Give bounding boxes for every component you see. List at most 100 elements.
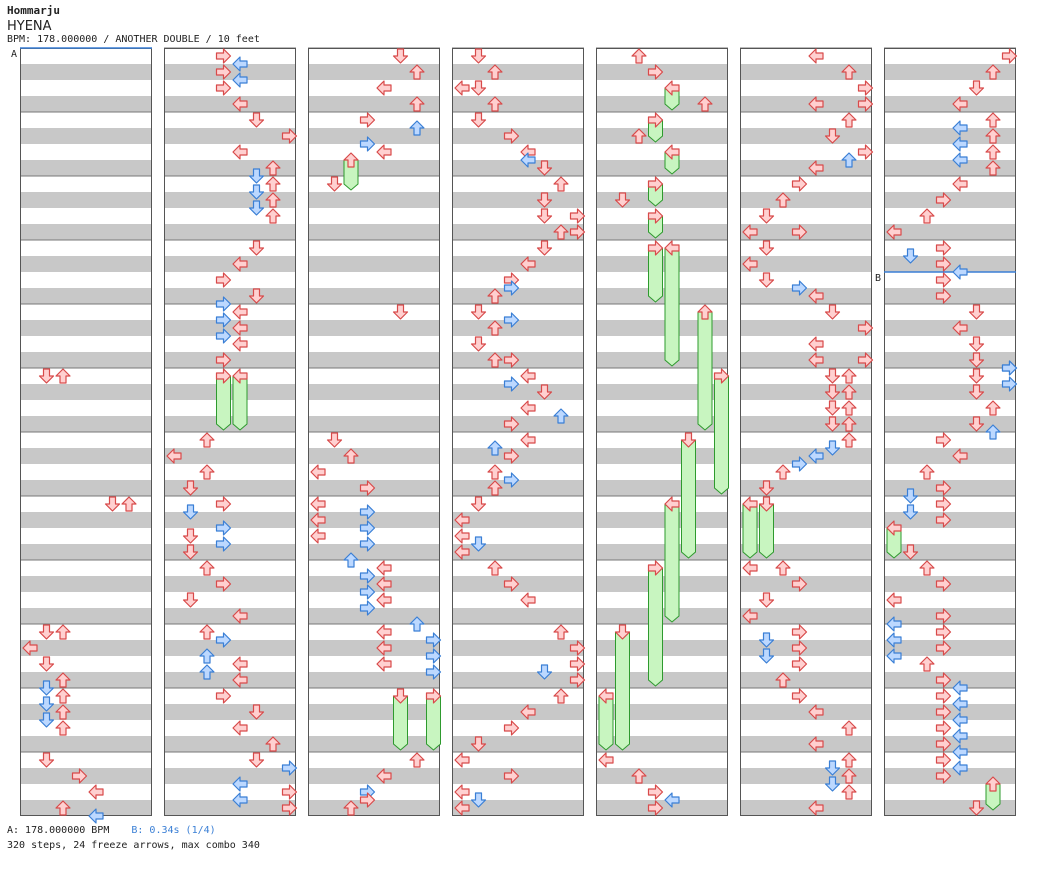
blue-step-arrow [520, 152, 536, 168]
blue-step-arrow [791, 280, 808, 296]
step-arrow [248, 240, 265, 256]
blue-step-arrow [215, 328, 232, 344]
step-arrow [326, 432, 343, 448]
step-arrow [425, 688, 442, 704]
blue-step-arrow [952, 760, 968, 776]
step-arrow [935, 624, 952, 640]
step-arrow [841, 720, 857, 736]
step-arrow [553, 176, 569, 192]
song-title: HYENA [7, 19, 52, 34]
step-arrow [742, 224, 758, 240]
step-arrow [1001, 48, 1018, 64]
step-arrow [968, 304, 985, 320]
step-arrow [841, 112, 857, 128]
blue-step-arrow [503, 376, 520, 392]
blue-step-arrow [359, 136, 376, 152]
step-arrow [55, 800, 71, 816]
step-arrow [935, 432, 952, 448]
step-arrow [791, 688, 808, 704]
step-arrow [182, 480, 199, 496]
bpm-value: A: 178.000000 BPM [7, 825, 110, 836]
step-arrow [199, 432, 215, 448]
blue-step-arrow [409, 120, 425, 136]
step-arrow [598, 752, 614, 768]
blue-step-arrow [758, 632, 775, 648]
step-arrow [454, 512, 470, 528]
step-arrow [248, 112, 265, 128]
blue-step-arrow [952, 680, 968, 696]
step-arrow [553, 224, 569, 240]
step-arrow [808, 800, 824, 816]
step-arrow [647, 560, 664, 576]
step-arrow [569, 224, 586, 240]
blue-step-arrow [952, 712, 968, 728]
step-arrow [215, 272, 232, 288]
step-arrow [919, 208, 935, 224]
step-arrow [281, 784, 298, 800]
freeze-arrow [648, 247, 663, 303]
step-arrow [808, 704, 824, 720]
blue-step-arrow [985, 424, 1001, 440]
step-arrow [326, 176, 343, 192]
step-arrow [886, 224, 902, 240]
step-arrow [647, 64, 664, 80]
step-arrow [553, 688, 569, 704]
step-arrow [808, 336, 824, 352]
column-border [164, 48, 296, 816]
step-arrow [487, 352, 503, 368]
step-arrow [22, 640, 38, 656]
step-arrow [824, 400, 841, 416]
step-arrow [935, 608, 952, 624]
step-arrow [215, 688, 232, 704]
step-arrow [503, 768, 520, 784]
step-arrow [310, 464, 326, 480]
blue-step-arrow [824, 440, 841, 456]
blue-step-arrow [470, 536, 487, 552]
step-arrow [232, 256, 248, 272]
freeze-arrow [232, 375, 248, 431]
step-arrow [376, 592, 392, 608]
column-border [884, 48, 1016, 816]
step-arrow [808, 160, 824, 176]
step-arrow [265, 736, 281, 752]
step-arrow [470, 336, 487, 352]
step-arrow [968, 384, 985, 400]
step-arrow [310, 496, 326, 512]
step-arrow [265, 192, 281, 208]
blue-step-arrow [425, 648, 442, 664]
step-arrow [919, 560, 935, 576]
step-arrow [935, 576, 952, 592]
step-arrow [631, 128, 647, 144]
step-arrow [487, 560, 503, 576]
step-arrow [985, 128, 1001, 144]
step-arrow [919, 656, 935, 672]
marker-b: B [875, 271, 1016, 284]
freeze-arrow [759, 503, 774, 559]
blue-step-arrow [886, 648, 902, 664]
step-arrow [454, 528, 470, 544]
step-arrow [454, 80, 470, 96]
step-arrow [232, 656, 248, 672]
step-arrow [742, 608, 758, 624]
step-arrow [215, 352, 232, 368]
chart-column [740, 47, 872, 816]
step-arrow [758, 480, 775, 496]
step-arrow [520, 368, 536, 384]
step-arrow [935, 480, 952, 496]
blue-step-arrow [902, 488, 919, 504]
step-arrow [569, 672, 586, 688]
step-arrow [569, 640, 586, 656]
step-arrow [985, 400, 1001, 416]
step-arrow [935, 672, 952, 688]
step-arrow [265, 208, 281, 224]
step-arrow [952, 176, 968, 192]
step-arrow [536, 384, 553, 400]
blue-step-arrow [232, 72, 248, 88]
blue-step-arrow [425, 632, 442, 648]
blue-step-arrow [952, 120, 968, 136]
blue-step-arrow [199, 648, 215, 664]
step-arrow [791, 176, 808, 192]
step-arrow [841, 752, 857, 768]
step-arrow [631, 768, 647, 784]
